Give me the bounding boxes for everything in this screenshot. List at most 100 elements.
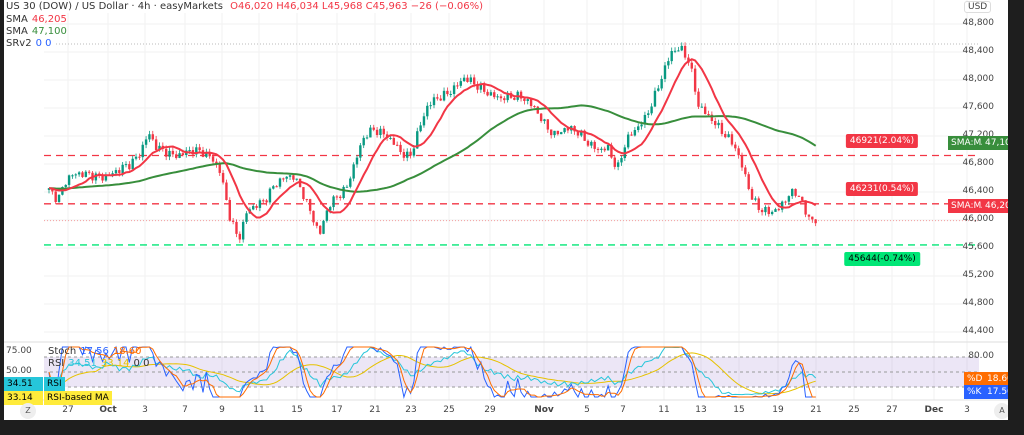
candle-body [767,206,770,215]
date-axis-label: 29 [484,405,496,415]
candle-body [717,122,720,126]
candle-body [620,158,623,163]
candle-body [221,172,225,183]
candle-body [101,174,104,181]
indicator-srv2[interactable]: SRv2 0 0 [6,38,56,50]
candle-body [238,233,242,240]
date-axis-label: 17 [331,405,343,415]
candle-body [195,147,198,155]
candle-body [158,145,161,151]
candle-body [74,174,77,176]
candle-body [590,141,593,146]
price-axis-label: 44,800 [962,298,995,308]
date-axis-label: 15 [291,405,303,415]
candle-body [399,144,402,153]
candle-body [693,68,697,92]
price-axis-label: 46,400 [962,186,995,196]
candle-body [462,77,466,82]
candle-body [452,85,456,95]
candle-body [734,144,737,149]
candle-body [275,186,278,188]
sma-slow-line [49,104,817,193]
ohlc-values: O46,020 H46,034 L45,968 C45,963 −26 (−0.… [230,1,484,12]
candle-body [700,106,704,108]
candle-body [231,220,235,222]
stoch-k-tag-label: %K [964,385,985,399]
indicator-value: 47,100 [31,26,67,37]
rsi-legend[interactable]: RSI 34.51 33.14 0 0 [48,358,153,370]
candle-body [151,134,154,140]
candle-body [526,99,529,101]
candle-body [211,156,215,162]
candle-body [258,200,262,208]
candle-body [754,198,757,200]
indicator-sma-fast[interactable]: SMA 46,205 [6,14,71,26]
candle-body [456,85,459,87]
candle-body [640,124,643,127]
candle-body [446,90,449,95]
candle-body [603,148,606,151]
price-axis-label: 45,200 [962,270,995,280]
candle-body [506,92,509,101]
candle-body [241,221,245,240]
rsi-line [48,346,817,398]
stoch-d-tag-value: 18.60 [984,372,1008,386]
timezone-button[interactable]: Z [20,403,36,419]
candle-body [529,99,533,107]
candle-body [801,196,804,201]
currency-label[interactable]: USD [964,1,992,13]
candle-body [225,182,228,200]
indicator-name: SMA [6,26,28,37]
price-axis-label: 48,000 [962,74,995,84]
indicator-value: 0 0 [35,38,52,49]
candle-body [757,198,760,210]
candle-body [683,45,687,58]
stoch-d-line [48,346,816,398]
price-chart[interactable] [4,0,1008,420]
date-axis-label: 3 [964,405,970,415]
candle-body [667,61,670,66]
auto-scale-button[interactable]: A [994,403,1008,419]
candle-body [329,207,332,211]
price-axis-label: 46,000 [962,214,995,224]
candle-body [466,77,469,82]
candle-body [523,98,526,101]
price-axis-label: 48,800 [962,18,995,28]
candle-body [208,151,211,157]
date-axis-label: 11 [658,405,670,415]
indicator-sma-slow[interactable]: SMA 47,100 [6,26,71,38]
date-axis-label: 21 [369,405,381,415]
candle-body [486,91,489,96]
indicator-name: SRv2 [6,38,32,49]
level-label[interactable]: 46231(0.54%) [845,181,919,196]
stoch-legend[interactable]: Stoch 17.56 18.60 [48,346,146,358]
stoch-k-value: 17.56 [80,346,109,357]
level-label[interactable]: 45644(-0.74%) [844,251,920,266]
stoch-k-tag-value: 17.56 [984,385,1008,399]
candle-body [198,147,201,151]
candle-body [379,128,382,136]
candle-body [51,188,54,192]
rsi-ma-name-tag: RSI-based MA [44,391,112,405]
candle-body [87,171,91,173]
level-label[interactable]: 46921(2.04%) [845,133,919,148]
candle-body [774,209,777,212]
candle-body [643,114,647,125]
candle-body [791,188,794,197]
candle-body [77,172,81,175]
date-axis-label: 13 [695,405,707,415]
candle-body [124,164,128,166]
candle-body [252,206,255,210]
candle-body [811,216,814,220]
candle-body [539,113,543,122]
candle-body [633,130,637,136]
stoch-band [44,357,979,387]
candle-body [121,164,124,173]
lower-left-axis-75: 75.00 [6,346,32,356]
candle-body [714,121,717,126]
axis-tag-value: 47,100 [982,136,1008,150]
stoch-d-value: 18.60 [112,346,142,357]
candle-body [744,167,747,175]
candle-body [188,150,191,152]
price-axis-label: 44,400 [962,326,995,336]
